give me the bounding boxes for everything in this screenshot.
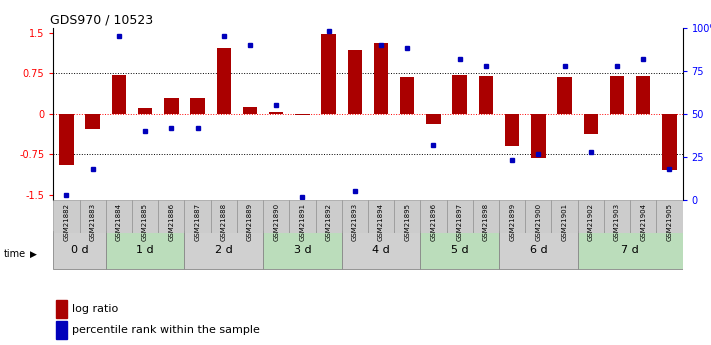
Bar <box>55 322 67 339</box>
Bar <box>112 75 126 114</box>
Bar <box>132 200 158 233</box>
Bar <box>348 50 362 114</box>
Bar <box>662 114 677 170</box>
Text: GSM21884: GSM21884 <box>116 203 122 241</box>
Text: percentile rank within the sample: percentile rank within the sample <box>73 325 260 335</box>
Bar <box>394 200 420 233</box>
Bar <box>499 231 577 269</box>
Bar <box>316 200 342 233</box>
Bar <box>473 200 499 233</box>
Bar <box>164 98 178 114</box>
Bar <box>321 34 336 114</box>
Text: GSM21904: GSM21904 <box>640 203 646 241</box>
Bar <box>237 200 263 233</box>
Text: GSM21890: GSM21890 <box>273 203 279 241</box>
Text: GSM21889: GSM21889 <box>247 203 253 241</box>
Text: GSM21896: GSM21896 <box>430 203 437 241</box>
Bar <box>53 231 106 269</box>
Text: GSM21901: GSM21901 <box>562 203 567 241</box>
Text: 1 d: 1 d <box>137 245 154 255</box>
Text: GSM21886: GSM21886 <box>169 203 174 241</box>
Text: GSM21902: GSM21902 <box>588 203 594 241</box>
Text: GSM21882: GSM21882 <box>63 203 70 241</box>
Text: 7 d: 7 d <box>621 245 639 255</box>
Bar <box>531 114 545 158</box>
Bar <box>427 114 441 124</box>
Text: GSM21891: GSM21891 <box>299 203 306 241</box>
Bar <box>269 112 284 114</box>
Text: GSM21888: GSM21888 <box>220 203 227 241</box>
Text: ▶: ▶ <box>30 250 37 259</box>
Text: GSM21897: GSM21897 <box>456 203 463 241</box>
Text: GSM21892: GSM21892 <box>326 203 331 241</box>
Bar <box>53 200 80 233</box>
Text: 3 d: 3 d <box>294 245 311 255</box>
Text: GSM21887: GSM21887 <box>195 203 201 241</box>
Bar <box>217 48 231 114</box>
Bar <box>374 43 388 114</box>
Bar <box>342 200 368 233</box>
Bar <box>263 231 342 269</box>
Text: 2 d: 2 d <box>215 245 232 255</box>
Bar <box>55 300 67 318</box>
Bar <box>295 114 309 115</box>
Bar <box>184 200 210 233</box>
Bar <box>479 76 493 114</box>
Bar <box>447 200 473 233</box>
Bar <box>656 200 683 233</box>
Text: GSM21894: GSM21894 <box>378 203 384 241</box>
Text: GSM21899: GSM21899 <box>509 203 515 241</box>
Text: 0 d: 0 d <box>70 245 88 255</box>
Bar <box>289 200 316 233</box>
Bar <box>85 114 100 129</box>
Bar <box>610 76 624 114</box>
Bar <box>158 200 184 233</box>
Text: GSM21900: GSM21900 <box>535 203 541 241</box>
Text: time: time <box>4 249 26 258</box>
Bar <box>59 114 74 165</box>
Bar <box>525 200 552 233</box>
Bar <box>106 200 132 233</box>
Text: GDS970 / 10523: GDS970 / 10523 <box>50 13 154 27</box>
Text: GSM21898: GSM21898 <box>483 203 489 241</box>
Bar <box>452 75 467 114</box>
Bar <box>584 114 598 134</box>
Bar <box>499 200 525 233</box>
Bar <box>191 98 205 114</box>
Bar <box>400 77 415 114</box>
Text: GSM21893: GSM21893 <box>352 203 358 241</box>
Bar <box>636 76 651 114</box>
Text: log ratio: log ratio <box>73 304 119 314</box>
Bar <box>552 200 577 233</box>
Bar <box>577 231 683 269</box>
Bar <box>342 231 420 269</box>
Bar <box>210 200 237 233</box>
Bar <box>138 108 152 114</box>
Bar <box>263 200 289 233</box>
Bar <box>106 231 184 269</box>
Bar <box>557 77 572 114</box>
Bar <box>80 200 106 233</box>
Bar <box>630 200 656 233</box>
Text: GSM21883: GSM21883 <box>90 203 96 241</box>
Bar <box>604 200 630 233</box>
Text: 5 d: 5 d <box>451 245 469 255</box>
Bar <box>184 231 263 269</box>
Bar <box>242 107 257 114</box>
Bar <box>420 231 499 269</box>
Text: GSM21903: GSM21903 <box>614 203 620 241</box>
Text: GSM21905: GSM21905 <box>666 203 673 241</box>
Bar <box>505 114 519 146</box>
Text: 6 d: 6 d <box>530 245 547 255</box>
Text: 4 d: 4 d <box>372 245 390 255</box>
Bar <box>577 200 604 233</box>
Text: GSM21885: GSM21885 <box>142 203 148 241</box>
Bar <box>368 200 394 233</box>
Bar <box>420 200 447 233</box>
Text: GSM21895: GSM21895 <box>405 203 410 241</box>
